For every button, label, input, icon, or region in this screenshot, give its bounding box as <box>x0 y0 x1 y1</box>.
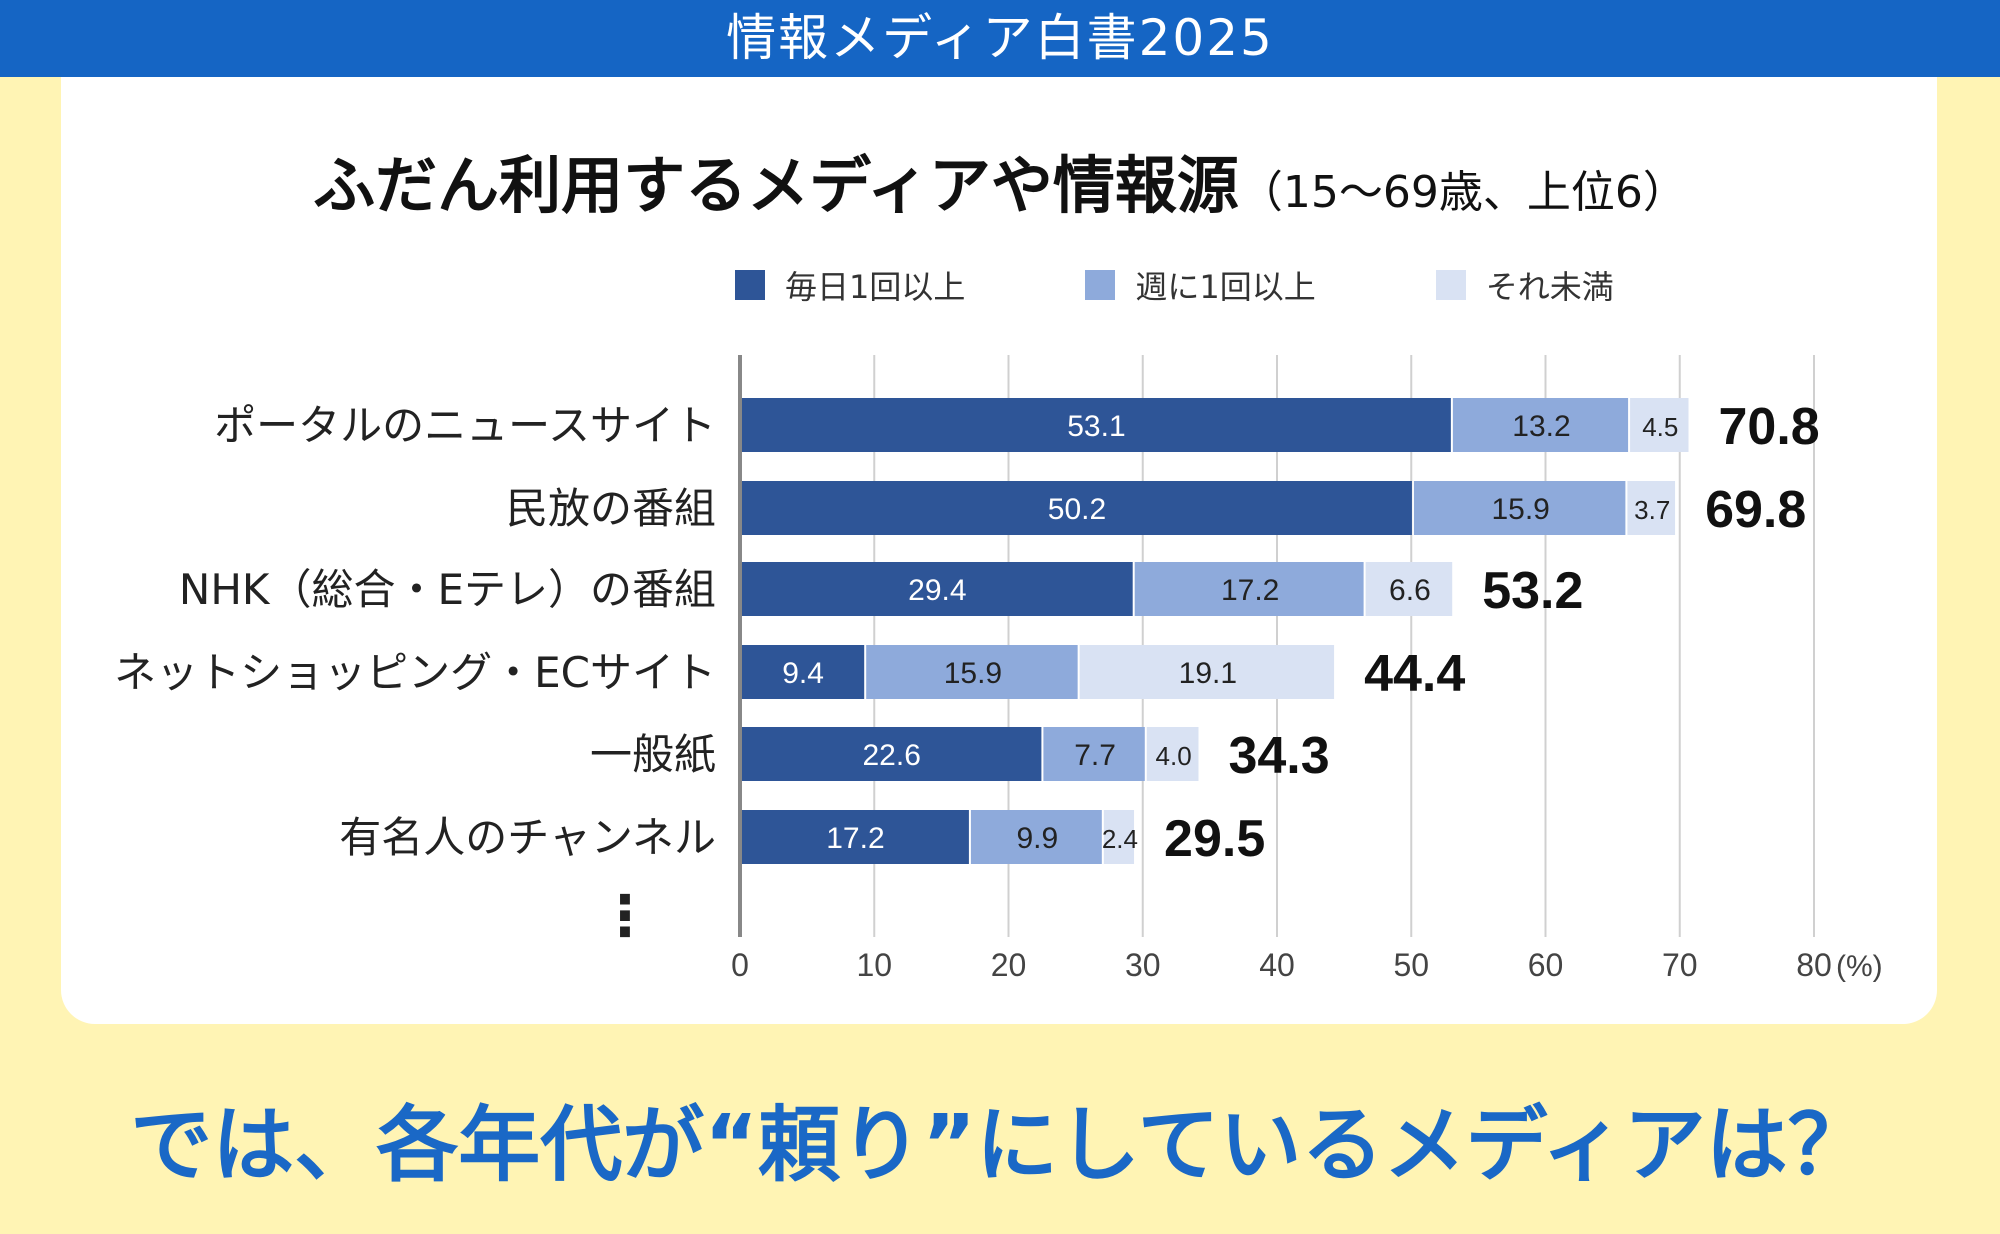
legend-label: 毎日1回以上 <box>785 268 966 306</box>
bar-total-label: 69.8 <box>1705 481 1806 539</box>
legend: 毎日1回以上 週に1回以上 それ未満 <box>735 262 1614 308</box>
x-tick-label: 50 <box>1393 947 1429 983</box>
bar-value-label: 17.2 <box>1221 574 1279 607</box>
legend-daily: 毎日1回以上 <box>735 262 965 308</box>
x-tick-label: 40 <box>1259 947 1295 983</box>
legend-less: それ未満 <box>1435 262 1614 308</box>
legend-swatch <box>1435 270 1466 300</box>
bar-segment <box>866 645 1078 699</box>
title-main: ふだん利用するメディアや情報源 <box>313 149 1239 222</box>
category-label: ネットショッピング・ECサイト <box>114 648 716 697</box>
bar-segment <box>1103 810 1135 864</box>
bar-value-label: 50.2 <box>1048 493 1106 526</box>
bar-segment <box>1365 562 1453 616</box>
bar-segment <box>740 810 969 864</box>
legend-label: 週に1回以上 <box>1135 268 1316 306</box>
category-label: 一般紙 <box>590 730 716 779</box>
bar-segment <box>1452 398 1629 452</box>
bar-segment <box>1079 645 1335 699</box>
bar-segment <box>1134 562 1364 616</box>
bar-segment <box>1043 727 1145 781</box>
category-label: 民放の番組 <box>506 484 716 533</box>
footer-headline: では、各年代が“頼り”にしているメディアは？ <box>130 1098 1870 1193</box>
x-tick-label: 30 <box>1125 947 1161 983</box>
bar-value-label: 17.2 <box>826 822 884 855</box>
bar-value-label: 19.1 <box>1179 657 1237 690</box>
bar-total-label: 29.5 <box>1164 810 1265 868</box>
bar-value-label: 9.4 <box>782 657 824 690</box>
x-tick-label: 70 <box>1662 947 1698 983</box>
bar-value-label: 7.7 <box>1074 739 1116 772</box>
bar-value-label: 13.2 <box>1512 410 1570 443</box>
category-label: ポータルのニュースサイト <box>214 401 716 450</box>
bar-value-label: 53.1 <box>1067 410 1125 443</box>
bar-value-label: 22.6 <box>863 739 921 772</box>
bar-segment <box>1630 398 1689 452</box>
bar-segment <box>740 562 1133 616</box>
bar-total-label: 44.4 <box>1364 645 1465 703</box>
category-label: 有名人のチャンネル <box>339 813 716 862</box>
bar-value-label: 4.0 <box>1156 741 1192 771</box>
bar-segment <box>740 398 1451 452</box>
chart-title: ふだん利用するメディアや情報源（15～69歳、上位6） <box>0 135 2000 225</box>
bar-value-label: 2.4 <box>1102 824 1138 854</box>
bar-segment <box>740 645 865 699</box>
legend-swatch <box>1085 270 1116 300</box>
x-tick-label: 20 <box>991 947 1027 983</box>
legend-label: それ未満 <box>1485 268 1614 306</box>
bar-total-label: 70.8 <box>1718 398 1819 456</box>
bar-value-label: 6.6 <box>1389 574 1431 607</box>
bar-segment <box>1627 481 1676 535</box>
x-tick-label: 80 <box>1796 947 1832 983</box>
bar-value-label: 3.7 <box>1634 495 1670 525</box>
bar-value-label: 9.9 <box>1017 822 1059 855</box>
title-sub: （15～69歳、上位6） <box>1238 167 1687 218</box>
header-title: 情報メディア白書2025 <box>726 9 1274 67</box>
bar-total-label: 34.3 <box>1228 727 1329 785</box>
bar-segment <box>740 727 1042 781</box>
x-unit-label: (%) <box>1836 950 1883 983</box>
header-banner: 情報メディア白書2025 <box>0 0 2000 77</box>
bar-total-label: 53.2 <box>1482 562 1583 620</box>
category-label: NHK（総合・Eテレ）の番組 <box>179 565 716 614</box>
legend-swatch <box>735 270 765 300</box>
bar-value-label: 29.4 <box>908 574 966 607</box>
bar-segment <box>1146 727 1199 781</box>
bar-segment <box>740 481 1412 535</box>
bar-value-label: 4.5 <box>1642 412 1678 442</box>
x-tick-label: 10 <box>856 947 892 983</box>
bar-segment <box>970 810 1102 864</box>
bar-segment <box>1413 481 1626 535</box>
chart-card <box>61 77 1937 1024</box>
bar-value-label: 15.9 <box>1491 493 1549 526</box>
continuation-dots: ⋮ <box>597 884 653 949</box>
legend-weekly: 週に1回以上 <box>1085 262 1316 308</box>
x-tick-label: 60 <box>1528 947 1564 983</box>
bar-value-label: 15.9 <box>944 657 1002 690</box>
x-tick-label: 0 <box>731 947 749 983</box>
